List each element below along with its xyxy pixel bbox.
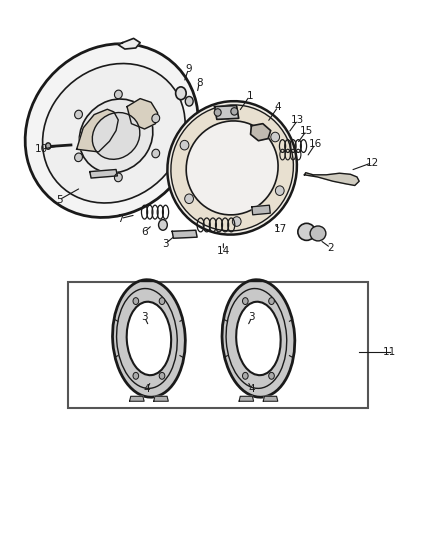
Polygon shape bbox=[77, 109, 118, 152]
Ellipse shape bbox=[223, 109, 232, 119]
Ellipse shape bbox=[25, 44, 198, 217]
Ellipse shape bbox=[42, 63, 185, 203]
Polygon shape bbox=[130, 397, 144, 401]
Ellipse shape bbox=[243, 297, 248, 304]
Polygon shape bbox=[172, 230, 197, 238]
Ellipse shape bbox=[159, 373, 165, 379]
Ellipse shape bbox=[74, 153, 82, 161]
Text: 8: 8 bbox=[196, 78, 203, 87]
Text: 7: 7 bbox=[117, 214, 124, 223]
Text: 15: 15 bbox=[300, 126, 313, 135]
Ellipse shape bbox=[310, 226, 326, 241]
Ellipse shape bbox=[298, 223, 315, 240]
Ellipse shape bbox=[171, 105, 293, 231]
Ellipse shape bbox=[236, 302, 281, 375]
Ellipse shape bbox=[186, 121, 278, 215]
Text: 17: 17 bbox=[274, 224, 287, 234]
Ellipse shape bbox=[114, 90, 122, 99]
Text: 4: 4 bbox=[248, 384, 255, 394]
Ellipse shape bbox=[222, 280, 295, 397]
Ellipse shape bbox=[113, 280, 185, 397]
Ellipse shape bbox=[79, 99, 153, 173]
Polygon shape bbox=[252, 205, 270, 215]
Ellipse shape bbox=[159, 297, 165, 304]
Ellipse shape bbox=[133, 297, 139, 304]
Text: 3: 3 bbox=[162, 239, 169, 248]
Ellipse shape bbox=[271, 132, 279, 142]
Ellipse shape bbox=[133, 373, 139, 379]
Polygon shape bbox=[215, 106, 239, 119]
Polygon shape bbox=[239, 397, 254, 401]
Polygon shape bbox=[90, 169, 117, 178]
Ellipse shape bbox=[176, 87, 186, 100]
Ellipse shape bbox=[159, 220, 167, 230]
Ellipse shape bbox=[276, 186, 284, 196]
Polygon shape bbox=[127, 99, 158, 129]
Text: 5: 5 bbox=[56, 195, 63, 205]
Ellipse shape bbox=[180, 140, 189, 150]
Ellipse shape bbox=[232, 217, 241, 227]
Text: 10: 10 bbox=[35, 144, 48, 154]
Text: 9: 9 bbox=[185, 64, 192, 74]
Text: 4: 4 bbox=[143, 384, 150, 394]
Ellipse shape bbox=[152, 149, 160, 158]
Ellipse shape bbox=[243, 373, 248, 379]
Text: 3: 3 bbox=[141, 312, 148, 322]
Ellipse shape bbox=[268, 297, 274, 304]
Text: 1: 1 bbox=[246, 91, 253, 101]
Polygon shape bbox=[154, 397, 168, 401]
Text: 6: 6 bbox=[141, 227, 148, 237]
Text: 4: 4 bbox=[275, 102, 282, 111]
Polygon shape bbox=[251, 124, 271, 141]
Text: 2: 2 bbox=[327, 243, 334, 253]
Text: 12: 12 bbox=[366, 158, 379, 167]
Ellipse shape bbox=[167, 101, 297, 235]
Ellipse shape bbox=[46, 143, 51, 149]
Text: 3: 3 bbox=[248, 312, 255, 322]
Ellipse shape bbox=[185, 194, 194, 204]
Text: 11: 11 bbox=[383, 347, 396, 357]
Ellipse shape bbox=[127, 302, 171, 375]
Polygon shape bbox=[304, 173, 359, 185]
Bar bbox=[68, 282, 368, 408]
Ellipse shape bbox=[114, 173, 122, 182]
Ellipse shape bbox=[214, 109, 221, 116]
Text: 16: 16 bbox=[309, 139, 322, 149]
Ellipse shape bbox=[92, 112, 140, 159]
Ellipse shape bbox=[152, 114, 160, 123]
Text: 13: 13 bbox=[291, 115, 304, 125]
Polygon shape bbox=[263, 397, 278, 401]
Ellipse shape bbox=[74, 110, 82, 119]
Ellipse shape bbox=[185, 96, 193, 106]
Text: 14: 14 bbox=[217, 246, 230, 255]
Ellipse shape bbox=[268, 373, 274, 379]
Ellipse shape bbox=[231, 108, 238, 115]
Polygon shape bbox=[118, 38, 140, 49]
